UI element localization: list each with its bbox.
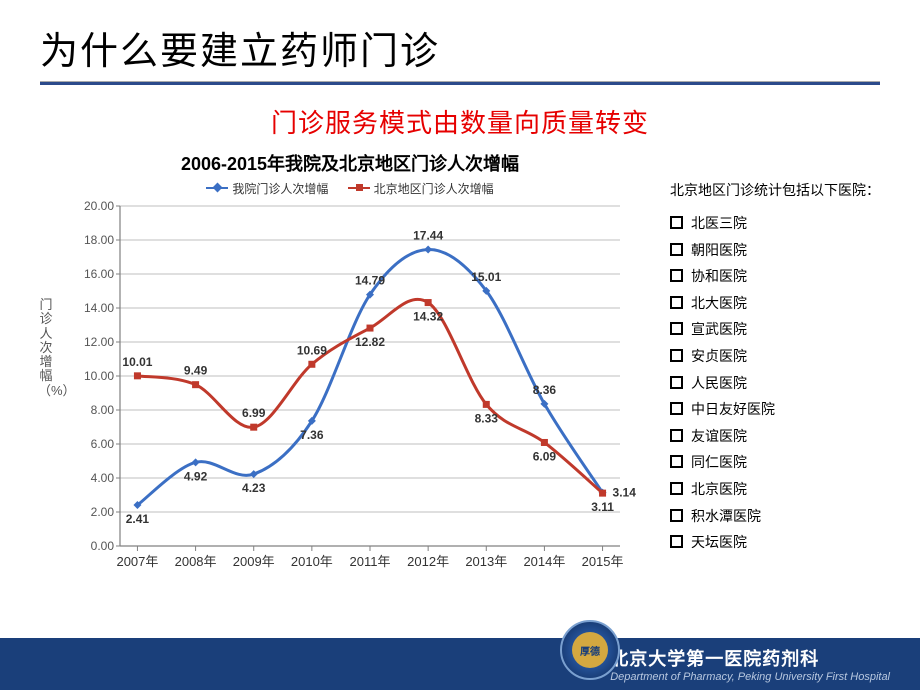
svg-text:17.44: 17.44	[413, 229, 443, 243]
svg-text:2010年: 2010年	[291, 554, 333, 569]
org-seal-icon: 厚德	[560, 620, 620, 680]
hospital-list: 北医三院朝阳医院协和医院北大医院宣武医院安贞医院人民医院中日友好医院友谊医院同仁…	[670, 210, 880, 556]
hospital-list-item: 天坛医院	[670, 529, 880, 556]
svg-text:12.00: 12.00	[84, 335, 114, 349]
slide-root: 为什么要建立药师门诊 门诊服务模式由数量向质量转变 2006-2015年我院及北…	[0, 0, 920, 690]
svg-text:4.23: 4.23	[242, 481, 266, 495]
svg-text:14.00: 14.00	[84, 301, 114, 315]
hospital-list-item: 朝阳医院	[670, 237, 880, 264]
hospital-list-item: 安贞医院	[670, 343, 880, 370]
svg-text:2009年: 2009年	[233, 554, 275, 569]
svg-text:6.00: 6.00	[91, 437, 115, 451]
hospital-list-item: 协和医院	[670, 263, 880, 290]
hospital-list-item: 同仁医院	[670, 449, 880, 476]
footer-org-cn: 北京大学第一医院药剂科	[610, 645, 890, 671]
svg-text:18.00: 18.00	[84, 233, 114, 247]
svg-text:14.32: 14.32	[413, 310, 443, 324]
svg-text:2011年: 2011年	[350, 554, 391, 569]
svg-text:4.92: 4.92	[184, 469, 208, 483]
svg-text:10.69: 10.69	[297, 343, 327, 357]
hospital-list-item: 北京医院	[670, 476, 880, 503]
svg-text:16.00: 16.00	[84, 267, 114, 281]
svg-text:2007年: 2007年	[116, 554, 158, 569]
hospital-list-item: 积水潭医院	[670, 503, 880, 530]
hospital-list-item: 人民医院	[670, 370, 880, 397]
svg-text:8.00: 8.00	[91, 403, 115, 417]
svg-text:15.01: 15.01	[471, 270, 501, 284]
svg-text:10.00: 10.00	[84, 369, 114, 383]
footer-org-en: Department of Pharmacy, Peking Universit…	[610, 671, 890, 683]
svg-text:6.09: 6.09	[533, 449, 557, 463]
sidebar-title: 北京地区门诊统计包括以下医院：	[670, 180, 880, 200]
svg-text:8.33: 8.33	[475, 411, 499, 425]
hospital-sidebar: 北京地区门诊统计包括以下医院： 北医三院朝阳医院协和医院北大医院宣武医院安贞医院…	[660, 150, 880, 578]
svg-text:0.00: 0.00	[91, 539, 115, 553]
chart-title: 2006-2015年我院及北京地区门诊人次增幅	[40, 150, 660, 176]
svg-text:2015年: 2015年	[582, 554, 624, 569]
svg-text:4.00: 4.00	[91, 471, 115, 485]
slide-title: 为什么要建立药师门诊	[40, 20, 880, 75]
svg-text:2.00: 2.00	[91, 505, 115, 519]
svg-text:6.99: 6.99	[242, 406, 266, 420]
svg-text:7.36: 7.36	[300, 428, 324, 442]
slide-subtitle: 门诊服务模式由数量向质量转变	[40, 103, 880, 140]
svg-text:2014年: 2014年	[523, 554, 565, 569]
hospital-list-item: 北医三院	[670, 210, 880, 237]
svg-text:3.11: 3.11	[591, 500, 614, 514]
svg-text:9.49: 9.49	[184, 364, 208, 378]
svg-text:2013年: 2013年	[465, 554, 507, 569]
hospital-list-item: 北大医院	[670, 290, 880, 317]
svg-text:10.01: 10.01	[122, 355, 152, 369]
svg-text:3.14: 3.14	[613, 486, 637, 500]
svg-text:8.36: 8.36	[533, 383, 557, 397]
chart-container: 2006-2015年我院及北京地区门诊人次增幅 门诊人次增幅（%） 我院门诊人次…	[40, 150, 660, 578]
footer-bar: 厚德 北京大学第一医院药剂科 Department of Pharmacy, P…	[0, 638, 920, 690]
chart-area: 门诊人次增幅（%） 我院门诊人次增幅 北京地区门诊人次增幅 0.002.004.…	[40, 178, 660, 578]
chart-svg: 0.00 2.00 4.00 6.00 8.00 10.00 12.00 14.00 16.00…	[70, 178, 660, 578]
hospital-list-item: 中日友好医院	[670, 396, 880, 423]
svg-text:2012年: 2012年	[407, 554, 449, 569]
hospital-list-item: 宣武医院	[670, 316, 880, 343]
content-row: 2006-2015年我院及北京地区门诊人次增幅 门诊人次增幅（%） 我院门诊人次…	[40, 150, 880, 578]
footer-text-block: 北京大学第一医院药剂科 Department of Pharmacy, Peki…	[610, 645, 890, 683]
hospital-list-item: 友谊医院	[670, 423, 880, 450]
svg-text:2008年: 2008年	[175, 554, 217, 569]
y-axis-label: 门诊人次增幅（%）	[38, 298, 54, 398]
svg-text:14.79: 14.79	[355, 274, 385, 288]
title-underline	[40, 81, 880, 85]
seal-text: 厚德	[572, 632, 608, 668]
svg-text:20.00: 20.00	[84, 199, 114, 213]
svg-text:12.82: 12.82	[355, 335, 385, 349]
svg-text:2.41: 2.41	[126, 512, 150, 526]
